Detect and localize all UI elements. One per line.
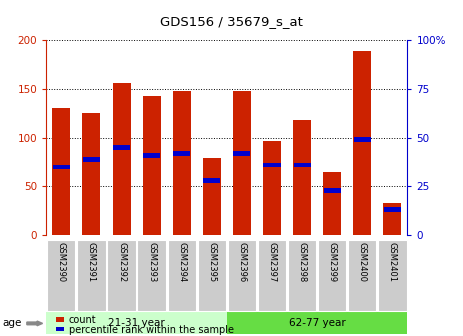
Text: GSM2401: GSM2401 [388, 242, 397, 282]
Bar [384, 207, 401, 212]
Bar [354, 137, 371, 142]
Text: GSM2399: GSM2399 [328, 242, 337, 282]
Text: GSM2396: GSM2396 [238, 242, 246, 282]
Bar [233, 151, 250, 156]
Bar [263, 163, 281, 167]
Bar [113, 83, 131, 235]
Bar [82, 114, 100, 235]
Text: GSM2390: GSM2390 [57, 242, 66, 282]
Bar [203, 158, 221, 235]
Bar [323, 172, 341, 235]
Text: GSM2394: GSM2394 [177, 242, 186, 282]
Bar [293, 120, 311, 235]
Bar [52, 108, 70, 235]
Bar [263, 141, 281, 235]
Text: percentile rank within the sample: percentile rank within the sample [69, 325, 233, 335]
Text: GSM2393: GSM2393 [147, 242, 156, 282]
Text: count: count [69, 315, 96, 325]
Text: GSM2395: GSM2395 [207, 242, 216, 282]
Text: GDS156 / 35679_s_at: GDS156 / 35679_s_at [160, 15, 303, 28]
Bar [83, 157, 100, 162]
Bar [143, 153, 160, 158]
Bar [383, 203, 401, 235]
Bar [324, 188, 341, 193]
Text: GSM2400: GSM2400 [358, 242, 367, 282]
Text: 21-31 year: 21-31 year [108, 319, 165, 328]
Bar [173, 151, 190, 156]
Text: GSM2397: GSM2397 [268, 242, 276, 282]
Text: 62-77 year: 62-77 year [289, 319, 345, 328]
Bar [173, 91, 191, 235]
Bar [53, 165, 70, 169]
Bar [233, 91, 251, 235]
Bar [203, 178, 220, 183]
Bar [143, 96, 161, 235]
Text: GSM2398: GSM2398 [298, 242, 307, 282]
Bar [353, 51, 371, 235]
Bar [294, 163, 311, 167]
Text: GSM2391: GSM2391 [87, 242, 96, 282]
Text: age: age [2, 319, 22, 328]
Bar [113, 145, 130, 150]
Text: GSM2392: GSM2392 [117, 242, 126, 282]
